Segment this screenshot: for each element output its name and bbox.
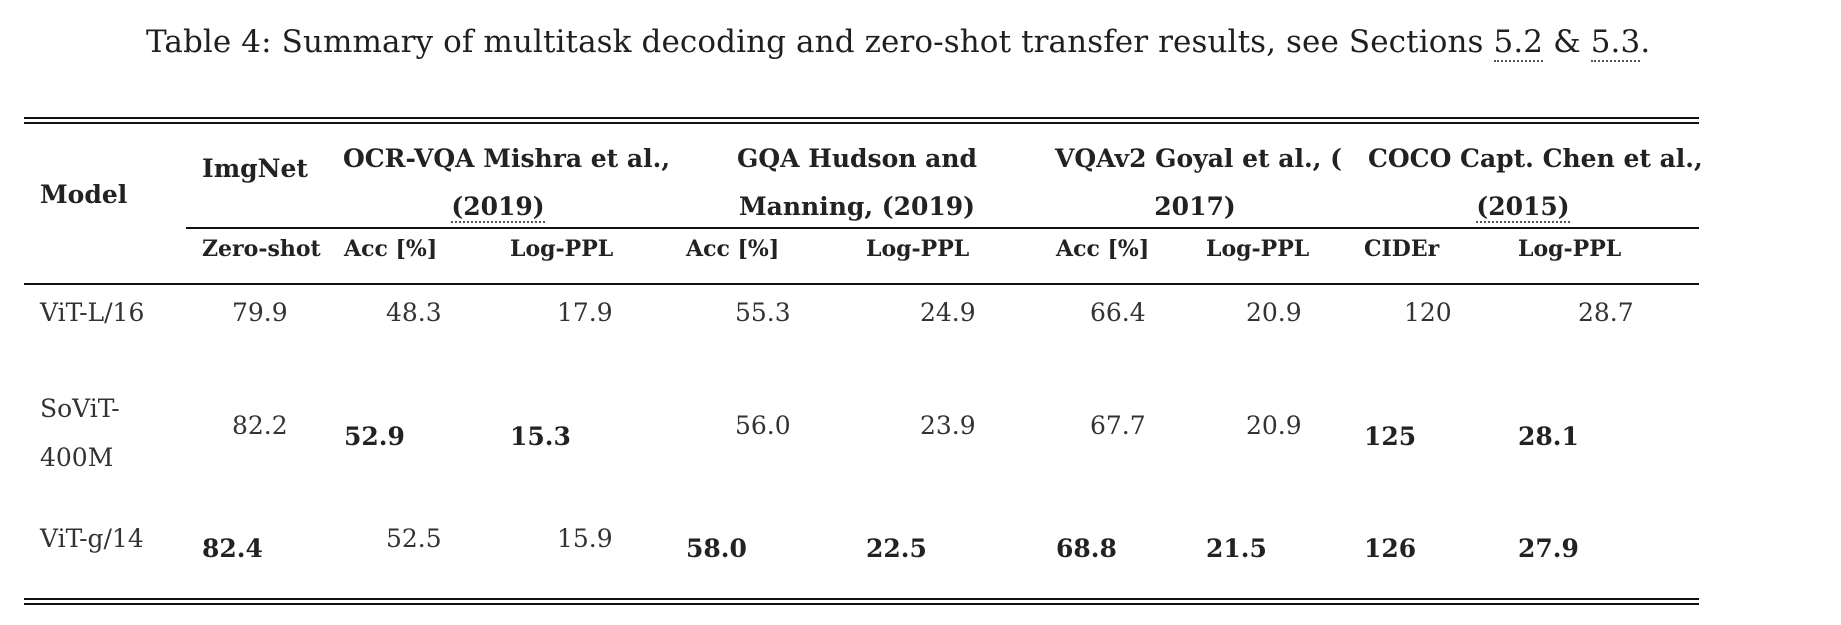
header-vqav2-line2[interactable]: 2017) bbox=[1154, 192, 1236, 221]
subheader-zeroshot: Zero-shot bbox=[202, 236, 321, 262]
top-rule bbox=[24, 117, 1699, 119]
header-group-rule bbox=[186, 227, 1699, 229]
table-cell-vqa-logppl: 20.9 bbox=[1246, 411, 1302, 440]
table-cell-coco-logppl: 27.9 bbox=[1518, 534, 1579, 563]
header-gqa-line2[interactable]: Manning, (2019) bbox=[738, 192, 976, 221]
table-cell-vqa-acc: 68.8 bbox=[1056, 534, 1117, 563]
table-cell-ocr-logppl: 17.9 bbox=[557, 298, 613, 327]
table-cell-coco-cider: 120 bbox=[1404, 298, 1452, 327]
table-cell-ocr-logppl: 15.3 bbox=[510, 422, 571, 451]
top-rule bbox=[24, 122, 1699, 124]
header-ocr-vqa-line2: (2019) bbox=[343, 183, 653, 231]
subheader-ocr-acc: Acc [%] bbox=[344, 236, 438, 262]
header-model: Model bbox=[40, 180, 128, 209]
section-ref-link[interactable]: 5.2 bbox=[1493, 24, 1544, 62]
header-coco-line2: (2015) bbox=[1368, 183, 1678, 231]
table-cell-gqa-acc: 55.3 bbox=[735, 298, 791, 327]
bottom-rule bbox=[24, 603, 1699, 605]
header-coco: COCO Capt. Chen et al., (2015) bbox=[1368, 135, 1703, 231]
subheader-ocr-logppl: Log-PPL bbox=[510, 236, 614, 262]
table-row-model: SoViT- 400M bbox=[40, 384, 120, 482]
header-ocr-vqa-line1: OCR-VQA Mishra et al., bbox=[343, 144, 671, 173]
header-imgnet: ImgNet bbox=[202, 154, 308, 183]
table-cell-coco-logppl: 28.7 bbox=[1578, 298, 1634, 327]
table-cell-imgnet: 82.2 bbox=[232, 411, 288, 440]
table-cell-imgnet: 82.4 bbox=[202, 534, 263, 563]
citation-year-link[interactable]: (2019) bbox=[451, 192, 545, 223]
header-bottom-rule bbox=[24, 283, 1699, 285]
table-row-model: ViT-L/16 bbox=[40, 298, 145, 327]
section-ref-link[interactable]: 5.3 bbox=[1590, 24, 1641, 62]
subheader-coco-cider: CIDEr bbox=[1364, 236, 1440, 262]
bottom-rule bbox=[24, 598, 1699, 600]
table-cell-gqa-acc: 58.0 bbox=[686, 534, 747, 563]
table-cell-ocr-acc: 52.5 bbox=[386, 524, 442, 553]
subheader-gqa-acc: Acc [%] bbox=[686, 236, 780, 262]
header-coco-line1: COCO Capt. Chen et al., bbox=[1368, 144, 1703, 173]
table-cell-coco-cider: 125 bbox=[1364, 422, 1417, 451]
table-cell-gqa-acc: 56.0 bbox=[735, 411, 791, 440]
table-cell-vqa-acc: 66.4 bbox=[1090, 298, 1146, 327]
table-cell-gqa-logppl: 22.5 bbox=[866, 534, 927, 563]
header-gqa: GQA Hudson and Manning, (2019) bbox=[722, 135, 992, 231]
table-cell-imgnet: 79.9 bbox=[232, 298, 288, 327]
table-row-model: ViT-g/14 bbox=[40, 524, 144, 553]
caption-text: Table 4: Summary of multitask decoding a… bbox=[146, 24, 1494, 60]
header-vqav2-line1: VQAv2 Goyal et al., ( bbox=[1055, 144, 1342, 173]
subheader-gqa-logppl: Log-PPL bbox=[866, 236, 970, 262]
header-gqa-line1: GQA Hudson and bbox=[737, 144, 977, 173]
table-cell-ocr-acc: 52.9 bbox=[344, 422, 405, 451]
citation-year-link[interactable]: (2015) bbox=[1476, 192, 1570, 223]
subheader-coco-logppl: Log-PPL bbox=[1518, 236, 1622, 262]
table-cell-ocr-acc: 48.3 bbox=[386, 298, 442, 327]
table-cell-ocr-logppl: 15.9 bbox=[557, 524, 613, 553]
caption-period: . bbox=[1640, 24, 1651, 60]
table-cell-gqa-logppl: 23.9 bbox=[920, 411, 976, 440]
table-cell-vqa-logppl: 20.9 bbox=[1246, 298, 1302, 327]
subheader-vqa-acc: Acc [%] bbox=[1056, 236, 1150, 262]
table-cell-gqa-logppl: 24.9 bbox=[920, 298, 976, 327]
model-name-line1: SoViT- bbox=[40, 394, 120, 423]
table-cell-coco-logppl: 28.1 bbox=[1518, 422, 1579, 451]
table-cell-coco-cider: 126 bbox=[1364, 534, 1417, 563]
subheader-vqa-logppl: Log-PPL bbox=[1206, 236, 1310, 262]
header-vqav2: VQAv2 Goyal et al., ( 2017) bbox=[1055, 135, 1342, 231]
table-caption: Table 4: Summary of multitask decoding a… bbox=[146, 24, 1651, 62]
table-cell-vqa-acc: 67.7 bbox=[1090, 411, 1146, 440]
model-name-line2: 400M bbox=[40, 443, 114, 472]
table-cell-vqa-logppl: 21.5 bbox=[1206, 534, 1267, 563]
header-ocr-vqa: OCR-VQA Mishra et al., (2019) bbox=[343, 135, 671, 231]
caption-ampersand: & bbox=[1543, 24, 1591, 60]
